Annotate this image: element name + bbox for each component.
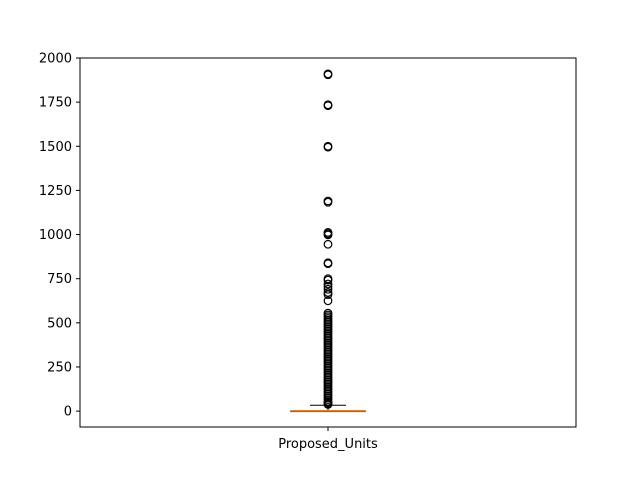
x-axis: Proposed_Units bbox=[278, 427, 378, 452]
y-tick-label: 500 bbox=[47, 316, 72, 331]
outlier-point bbox=[323, 284, 333, 294]
box-element bbox=[290, 404, 366, 413]
outlier-point bbox=[323, 275, 333, 285]
outlier-point bbox=[323, 230, 333, 240]
y-tick-label: 1250 bbox=[39, 184, 72, 199]
y-tick-label: 1000 bbox=[39, 228, 72, 243]
outlier-point bbox=[323, 290, 333, 299]
y-tick-label: 1750 bbox=[39, 96, 72, 111]
outlier-point bbox=[323, 70, 333, 80]
y-tick-label: 250 bbox=[47, 360, 72, 375]
y-axis: 0 250 500 750 1000 1250 1500 1750 2000 bbox=[39, 52, 80, 420]
y-tick-label: 750 bbox=[47, 272, 72, 287]
outlier-point bbox=[323, 101, 333, 111]
y-tick-label: 2000 bbox=[39, 52, 72, 67]
outlier-point bbox=[323, 296, 333, 306]
outlier-point bbox=[323, 142, 333, 152]
outlier-point bbox=[323, 197, 333, 207]
y-tick-label: 1500 bbox=[39, 140, 72, 155]
outlier-point bbox=[323, 239, 333, 249]
outlier-point bbox=[323, 279, 333, 289]
y-tick-label: 0 bbox=[64, 405, 72, 420]
outlier-points bbox=[323, 69, 333, 409]
x-tick-label: Proposed_Units bbox=[278, 437, 378, 452]
outlier-point bbox=[323, 259, 333, 269]
